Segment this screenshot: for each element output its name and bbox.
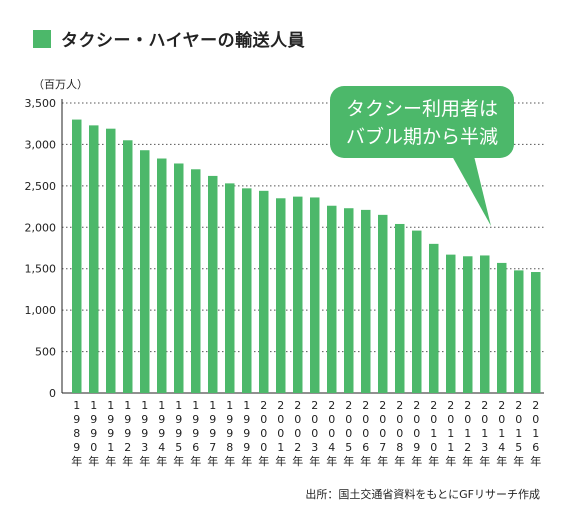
- legend-label: タクシー・ハイヤーの輸送人員: [61, 31, 306, 51]
- y-tick-label: 1,000: [25, 304, 57, 317]
- bar: [327, 205, 337, 393]
- bar: [123, 140, 133, 393]
- source-note: 出所：国土交通省資料をもとにGFリサーチ作成: [305, 488, 540, 501]
- bar: [378, 214, 388, 393]
- bar: [412, 230, 422, 393]
- bar: [480, 255, 490, 393]
- bar: [531, 272, 541, 393]
- callout-line-2: バブル期から半減: [346, 125, 498, 148]
- bar: [106, 128, 116, 393]
- bar: [89, 125, 99, 393]
- y-tick-label: 1,500: [25, 263, 57, 276]
- bar: [429, 243, 439, 393]
- bar: [293, 196, 303, 393]
- bar: [310, 197, 320, 393]
- callout-bubble: [330, 86, 514, 158]
- bar: [446, 254, 456, 393]
- bar: [157, 158, 167, 393]
- bar: [259, 190, 269, 393]
- bar: [72, 119, 82, 394]
- legend-swatch: [33, 29, 51, 48]
- bar: [225, 183, 235, 393]
- bar: [276, 198, 286, 393]
- bar: [191, 169, 201, 393]
- callout-pointer: [452, 156, 491, 226]
- bar: [344, 208, 354, 393]
- bar: [463, 256, 473, 393]
- y-tick-label: 2,000: [25, 221, 57, 234]
- bar: [497, 262, 507, 393]
- legend: タクシー・ハイヤーの輸送人員: [33, 26, 305, 51]
- y-tick-label: 0: [49, 387, 56, 400]
- bar: [174, 163, 184, 393]
- callout-line-1: タクシー利用者は: [346, 98, 498, 120]
- bar: [361, 209, 371, 393]
- y-tick-label: 500: [35, 346, 56, 359]
- bar: [514, 270, 524, 393]
- y-tick-label: 2,500: [25, 180, 57, 193]
- y-tick-label: 3,500: [25, 97, 57, 110]
- bar: [140, 150, 150, 393]
- y-tick-label: 3,000: [25, 138, 57, 151]
- y-axis-unit-label: （百万人）: [33, 78, 88, 91]
- bar: [395, 223, 405, 393]
- bar: [208, 175, 218, 393]
- bar: [242, 188, 252, 393]
